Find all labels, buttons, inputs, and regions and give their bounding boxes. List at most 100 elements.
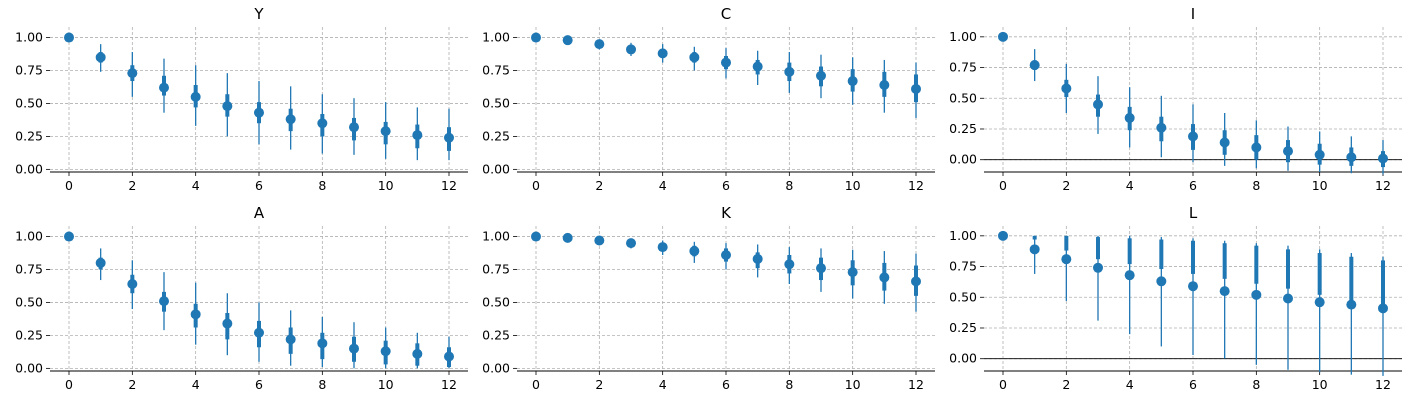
median-point (752, 253, 763, 264)
y-tick-label: 0.50 (15, 95, 43, 110)
y-tick-label: 1.00 (949, 29, 977, 44)
median-point (911, 83, 921, 94)
y-tick-label: 0.75 (15, 262, 43, 277)
median-point (626, 238, 636, 249)
x-tick-label: 0 (65, 377, 73, 392)
x-tick-label: 2 (1062, 377, 1070, 392)
x-tick-label: 4 (1126, 377, 1134, 392)
median-point (317, 118, 328, 129)
y-tick-label: 0.25 (949, 121, 977, 136)
x-tick-label: 12 (908, 377, 924, 392)
median-point (317, 338, 328, 349)
median-point (1378, 153, 1388, 164)
median-point (380, 346, 391, 357)
x-tick-label: 4 (192, 178, 200, 193)
median-point (1346, 152, 1357, 163)
x-tick-label: 12 (441, 178, 457, 193)
x-tick-label: 6 (1189, 178, 1197, 193)
x-tick-label: 8 (785, 178, 793, 193)
x-tick-label: 8 (1252, 377, 1260, 392)
median-point (1124, 270, 1135, 281)
median-point (380, 126, 391, 137)
median-point (752, 61, 763, 72)
median-point (1283, 146, 1293, 157)
panel-title: I (1191, 5, 1195, 23)
median-point (222, 318, 233, 329)
median-point (1314, 297, 1325, 308)
panel-c: C 0.00 0.25 0.50 0.75 1.00 0 2 4 6 8 10 12 (482, 5, 935, 193)
median-point (879, 272, 890, 283)
median-point (254, 327, 264, 338)
x-tick-label: 10 (845, 377, 861, 392)
median-point (1156, 276, 1167, 287)
x-tick-label: 6 (1189, 377, 1197, 392)
median-point (998, 31, 1008, 42)
y-tick-label: 0.00 (949, 152, 977, 167)
median-point (1093, 262, 1103, 273)
y-tick-label: 0.25 (15, 128, 43, 143)
median-point (657, 242, 668, 253)
median-point (285, 114, 296, 125)
panel-title: L (1189, 204, 1198, 222)
x-tick-label: 12 (1375, 377, 1391, 392)
x-tick-label: 2 (1062, 178, 1070, 193)
median-point (412, 130, 423, 141)
median-point (689, 246, 700, 257)
panel-title: A (254, 204, 265, 222)
median-point (626, 44, 636, 55)
x-tick-label: 0 (65, 178, 73, 193)
y-tick-label: 0.00 (482, 161, 510, 176)
x-tick-label: 2 (595, 377, 603, 392)
median-point (285, 334, 296, 345)
y-tick-label: 0.50 (15, 294, 43, 309)
median-point (1251, 289, 1262, 300)
median-point (1156, 122, 1167, 133)
median-point (1219, 137, 1230, 148)
median-point (349, 343, 359, 354)
median-point (1029, 60, 1040, 71)
median-point (911, 276, 921, 287)
median-point (1093, 99, 1103, 110)
median-point (562, 35, 573, 46)
median-point (1346, 299, 1357, 310)
panel-k: K 0.00 0.25 0.50 0.75 1.00 0 2 4 6 8 10 12 (482, 204, 935, 392)
x-tick-label: 8 (785, 377, 793, 392)
x-tick-label: 10 (378, 178, 394, 193)
x-tick-label: 0 (532, 178, 540, 193)
median-point (1061, 83, 1072, 94)
median-point (1188, 281, 1198, 292)
median-point (531, 32, 541, 43)
x-tick-label: 2 (595, 178, 603, 193)
y-tick-label: 0.50 (482, 294, 510, 309)
x-tick-label: 4 (659, 178, 667, 193)
x-tick-label: 0 (999, 178, 1007, 193)
y-tick-label: 0.50 (949, 289, 977, 304)
x-tick-label: 4 (659, 377, 667, 392)
median-point (689, 52, 700, 63)
x-tick-label: 8 (318, 178, 326, 193)
x-tick-label: 10 (378, 377, 394, 392)
median-point (64, 231, 74, 242)
x-tick-label: 10 (1312, 377, 1328, 392)
median-point (349, 122, 359, 133)
median-point (998, 230, 1008, 241)
median-point (127, 68, 138, 79)
median-point (1219, 286, 1230, 297)
median-point (531, 231, 541, 242)
x-tick-label: 0 (532, 377, 540, 392)
median-point (816, 263, 826, 274)
y-tick-label: 0.00 (949, 351, 977, 366)
panel-a: A 0.00 0.25 0.50 0.75 1.00 0 2 4 6 8 10 12 (15, 204, 468, 392)
y-tick-label: 0.00 (15, 360, 43, 375)
x-tick-label: 12 (908, 178, 924, 193)
median-point (95, 257, 106, 268)
median-point (444, 351, 454, 362)
y-tick-label: 0.75 (949, 259, 977, 274)
x-tick-label: 8 (318, 377, 326, 392)
median-point (444, 132, 454, 143)
y-tick-label: 0.00 (482, 360, 510, 375)
panel-title: Y (253, 5, 264, 23)
panel-title: C (721, 5, 731, 23)
median-point (847, 76, 858, 87)
